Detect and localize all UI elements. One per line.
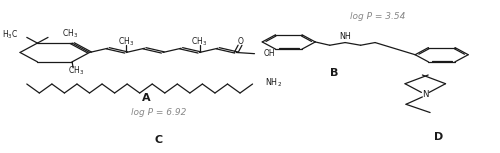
Text: N: N: [422, 90, 428, 99]
Text: log P = 3.54: log P = 3.54: [350, 12, 406, 21]
Text: $\mathsf{CH_3}$: $\mathsf{CH_3}$: [68, 64, 84, 77]
Text: C: C: [154, 135, 162, 145]
Text: NH: NH: [340, 32, 351, 41]
Text: log P = 6.92: log P = 6.92: [131, 108, 186, 117]
Text: A: A: [142, 93, 150, 103]
Text: $\mathsf{CH_3}$: $\mathsf{CH_3}$: [192, 36, 208, 49]
Text: $\mathsf{H_3C}$: $\mathsf{H_3C}$: [2, 29, 18, 41]
Text: $\mathsf{CH_3}$: $\mathsf{CH_3}$: [118, 36, 134, 49]
Text: OH: OH: [263, 49, 275, 58]
Text: $\mathsf{NH_2}$: $\mathsf{NH_2}$: [265, 76, 282, 89]
Text: B: B: [330, 69, 339, 78]
Text: O: O: [238, 37, 244, 46]
Text: D: D: [434, 132, 443, 142]
Text: $\mathsf{CH_3}$: $\mathsf{CH_3}$: [62, 28, 78, 40]
